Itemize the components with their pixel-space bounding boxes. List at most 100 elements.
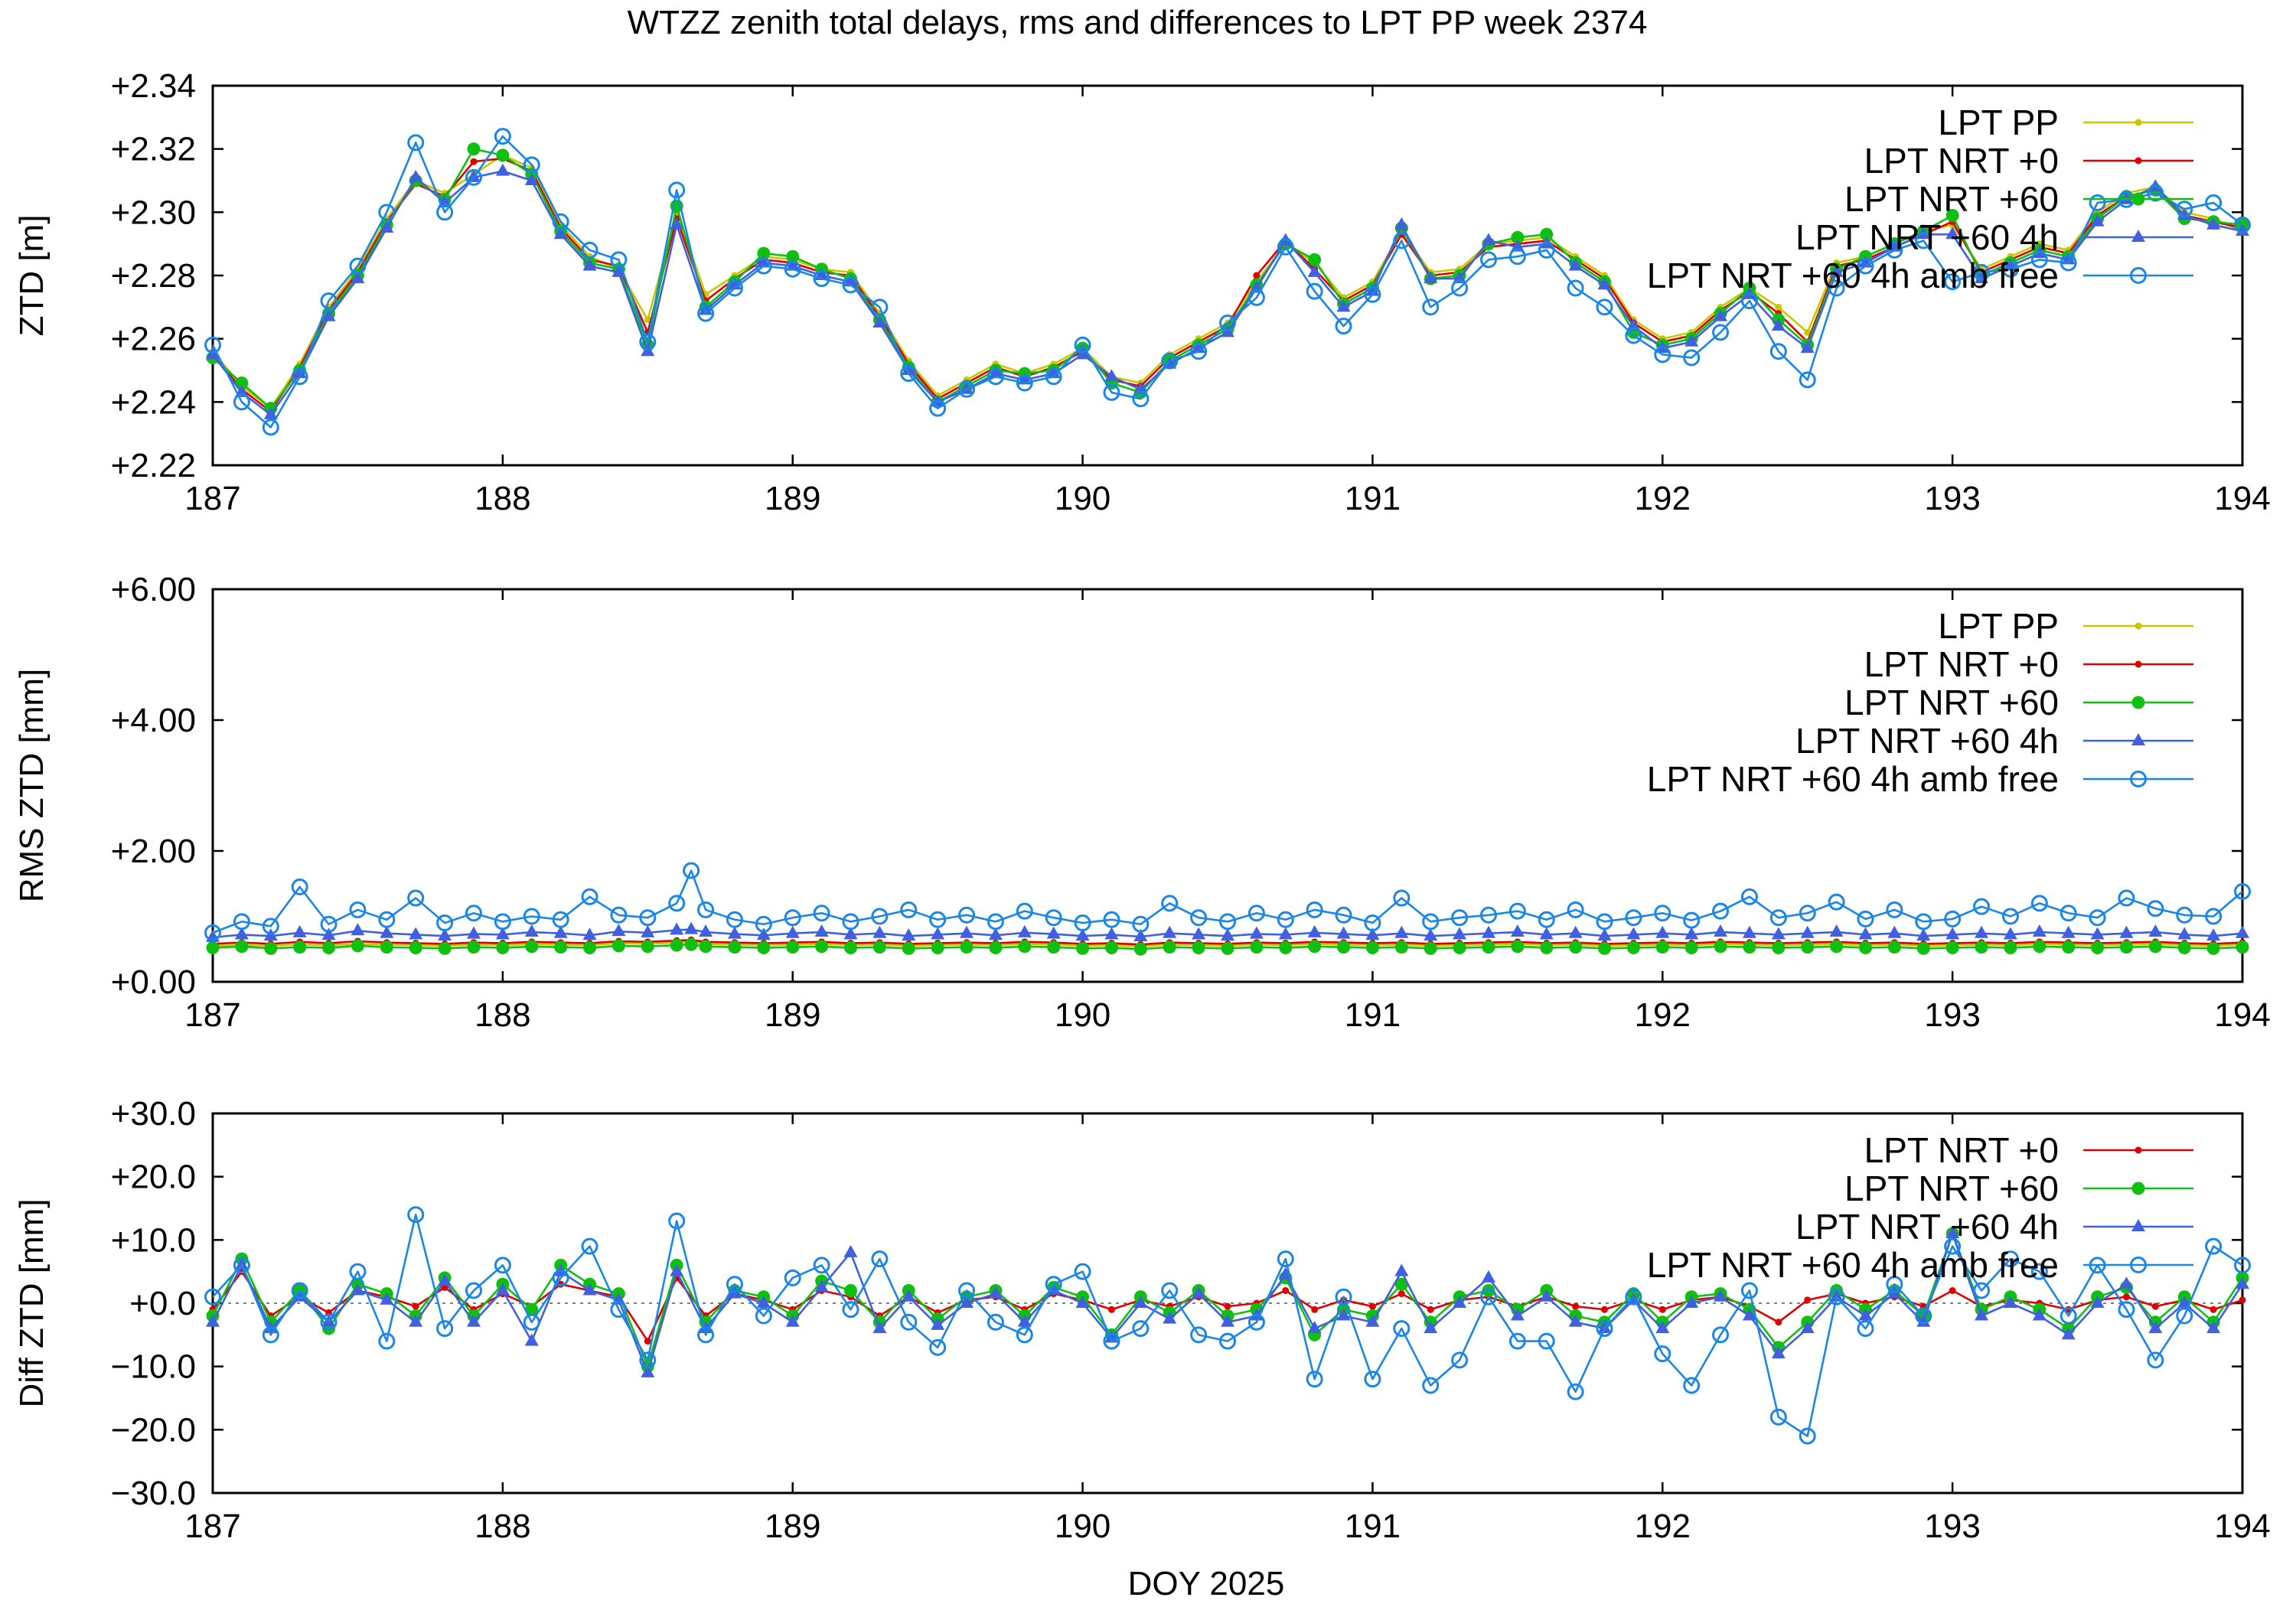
data-point: [494, 128, 511, 145]
data-point: [2032, 1308, 2047, 1321]
data-point: [670, 922, 684, 935]
data-point: [524, 924, 539, 937]
data-point: [668, 1212, 686, 1230]
data-point: [1394, 940, 1408, 954]
data-point: [263, 406, 278, 419]
data-point: [1799, 1427, 1816, 1445]
data-point: [1886, 901, 1903, 918]
data-point: [843, 1244, 858, 1257]
data-point: [2001, 908, 2019, 925]
data-point: [1945, 941, 1959, 955]
data-point: [1655, 940, 1669, 954]
series-lpt-nrt-60-4h-amb-free: [204, 1206, 2251, 1445]
legend-label: LPT NRT +60: [1844, 179, 2059, 219]
data-point: [1133, 1296, 1148, 1308]
data-point: [1944, 273, 1962, 291]
data-point: [1306, 1371, 1323, 1388]
data-point: [1775, 1319, 1782, 1326]
data-point: [1511, 940, 1525, 953]
data-point: [466, 926, 481, 939]
data-point: [1714, 924, 1728, 937]
data-point: [1424, 928, 1438, 941]
data-point: [644, 1338, 651, 1345]
data-point: [496, 148, 510, 162]
data-point: [610, 251, 628, 269]
data-point: [495, 163, 510, 176]
y-axis-label: Diff ZTD [mm]: [13, 1199, 51, 1408]
data-point: [1916, 1314, 1931, 1327]
data-point: [1221, 1314, 1234, 1327]
data-point: [1567, 279, 1584, 297]
data-point: [378, 911, 396, 928]
data-point: [2177, 1296, 2192, 1308]
data-point: [1654, 905, 1671, 922]
data-point: [436, 204, 454, 221]
data-point: [670, 938, 683, 952]
data-point: [1190, 909, 1208, 927]
data-point: [1016, 374, 1033, 392]
data-point: [785, 258, 800, 271]
data-point: [234, 927, 249, 940]
data-point: [2206, 928, 2221, 941]
data-point: [871, 298, 889, 316]
data-point: [2062, 940, 2076, 954]
data-point: [1886, 1276, 1903, 1293]
data-point: [1161, 895, 1179, 912]
data-point: [1626, 318, 1641, 331]
data-point: [2061, 252, 2076, 265]
data-point: [1163, 925, 1177, 938]
data-point: [1103, 1332, 1120, 1350]
series-lpt-nrt-60-4h: [206, 921, 2249, 942]
data-point: [2236, 940, 2249, 954]
data-point: [552, 911, 569, 928]
data-point: [1975, 925, 1989, 938]
data-point: [931, 927, 945, 940]
data-point: [727, 926, 742, 939]
data-point: [1915, 1307, 1932, 1325]
data-point: [900, 901, 918, 918]
data-point: [206, 941, 220, 955]
data-point: [1596, 298, 1613, 316]
x-tick-label: 192: [1635, 480, 1691, 517]
data-point: [2091, 941, 2105, 955]
legend-label: LPT NRT +60 4h amb free: [1647, 759, 2059, 799]
data-point: [1538, 1332, 1555, 1350]
data-point: [262, 918, 279, 935]
x-tick-label: 190: [1055, 1508, 1110, 1545]
data-point: [785, 1314, 800, 1327]
data-point: [1016, 1326, 1033, 1344]
data-point: [1045, 368, 1062, 386]
data-point: [524, 173, 539, 185]
legend-marker: [2131, 1219, 2145, 1231]
data-point: [670, 217, 684, 230]
data-point: [1424, 271, 1438, 284]
data-point: [1132, 390, 1150, 408]
legend-label: LPT NRT +60 4h amb free: [1647, 256, 2059, 295]
data-point: [1282, 1286, 1290, 1294]
data-point: [612, 939, 625, 953]
data-point: [1335, 906, 1352, 924]
data-point: [409, 927, 423, 940]
data-point: [1107, 1305, 1115, 1313]
data-point: [1365, 927, 1380, 940]
chart-panels: 187 188 189 190 191 192 193 194 +2.22 +2.24 +2.26 +…: [13, 67, 2271, 1545]
data-point: [1804, 328, 1812, 336]
data-point: [929, 911, 947, 928]
legend-label: LPT NRT +0: [1864, 1130, 2059, 1170]
data-point: [2030, 251, 2048, 269]
y-tick-label: +30.0: [111, 1095, 196, 1133]
data-point: [1771, 1346, 1786, 1359]
plot-frame: [211, 588, 2244, 983]
data-point: [987, 368, 1004, 386]
data-point: [2239, 1296, 2246, 1304]
data-point: [612, 924, 626, 937]
data-point: [582, 927, 597, 940]
data-point: [684, 921, 699, 934]
data-point: [1365, 941, 1379, 955]
data-point: [495, 927, 510, 940]
data-point: [1394, 217, 1409, 230]
data-point: [988, 366, 1003, 379]
data-point: [1975, 940, 1988, 954]
series-lpt-nrt-60: [206, 937, 2249, 956]
data-point: [1539, 927, 1554, 940]
